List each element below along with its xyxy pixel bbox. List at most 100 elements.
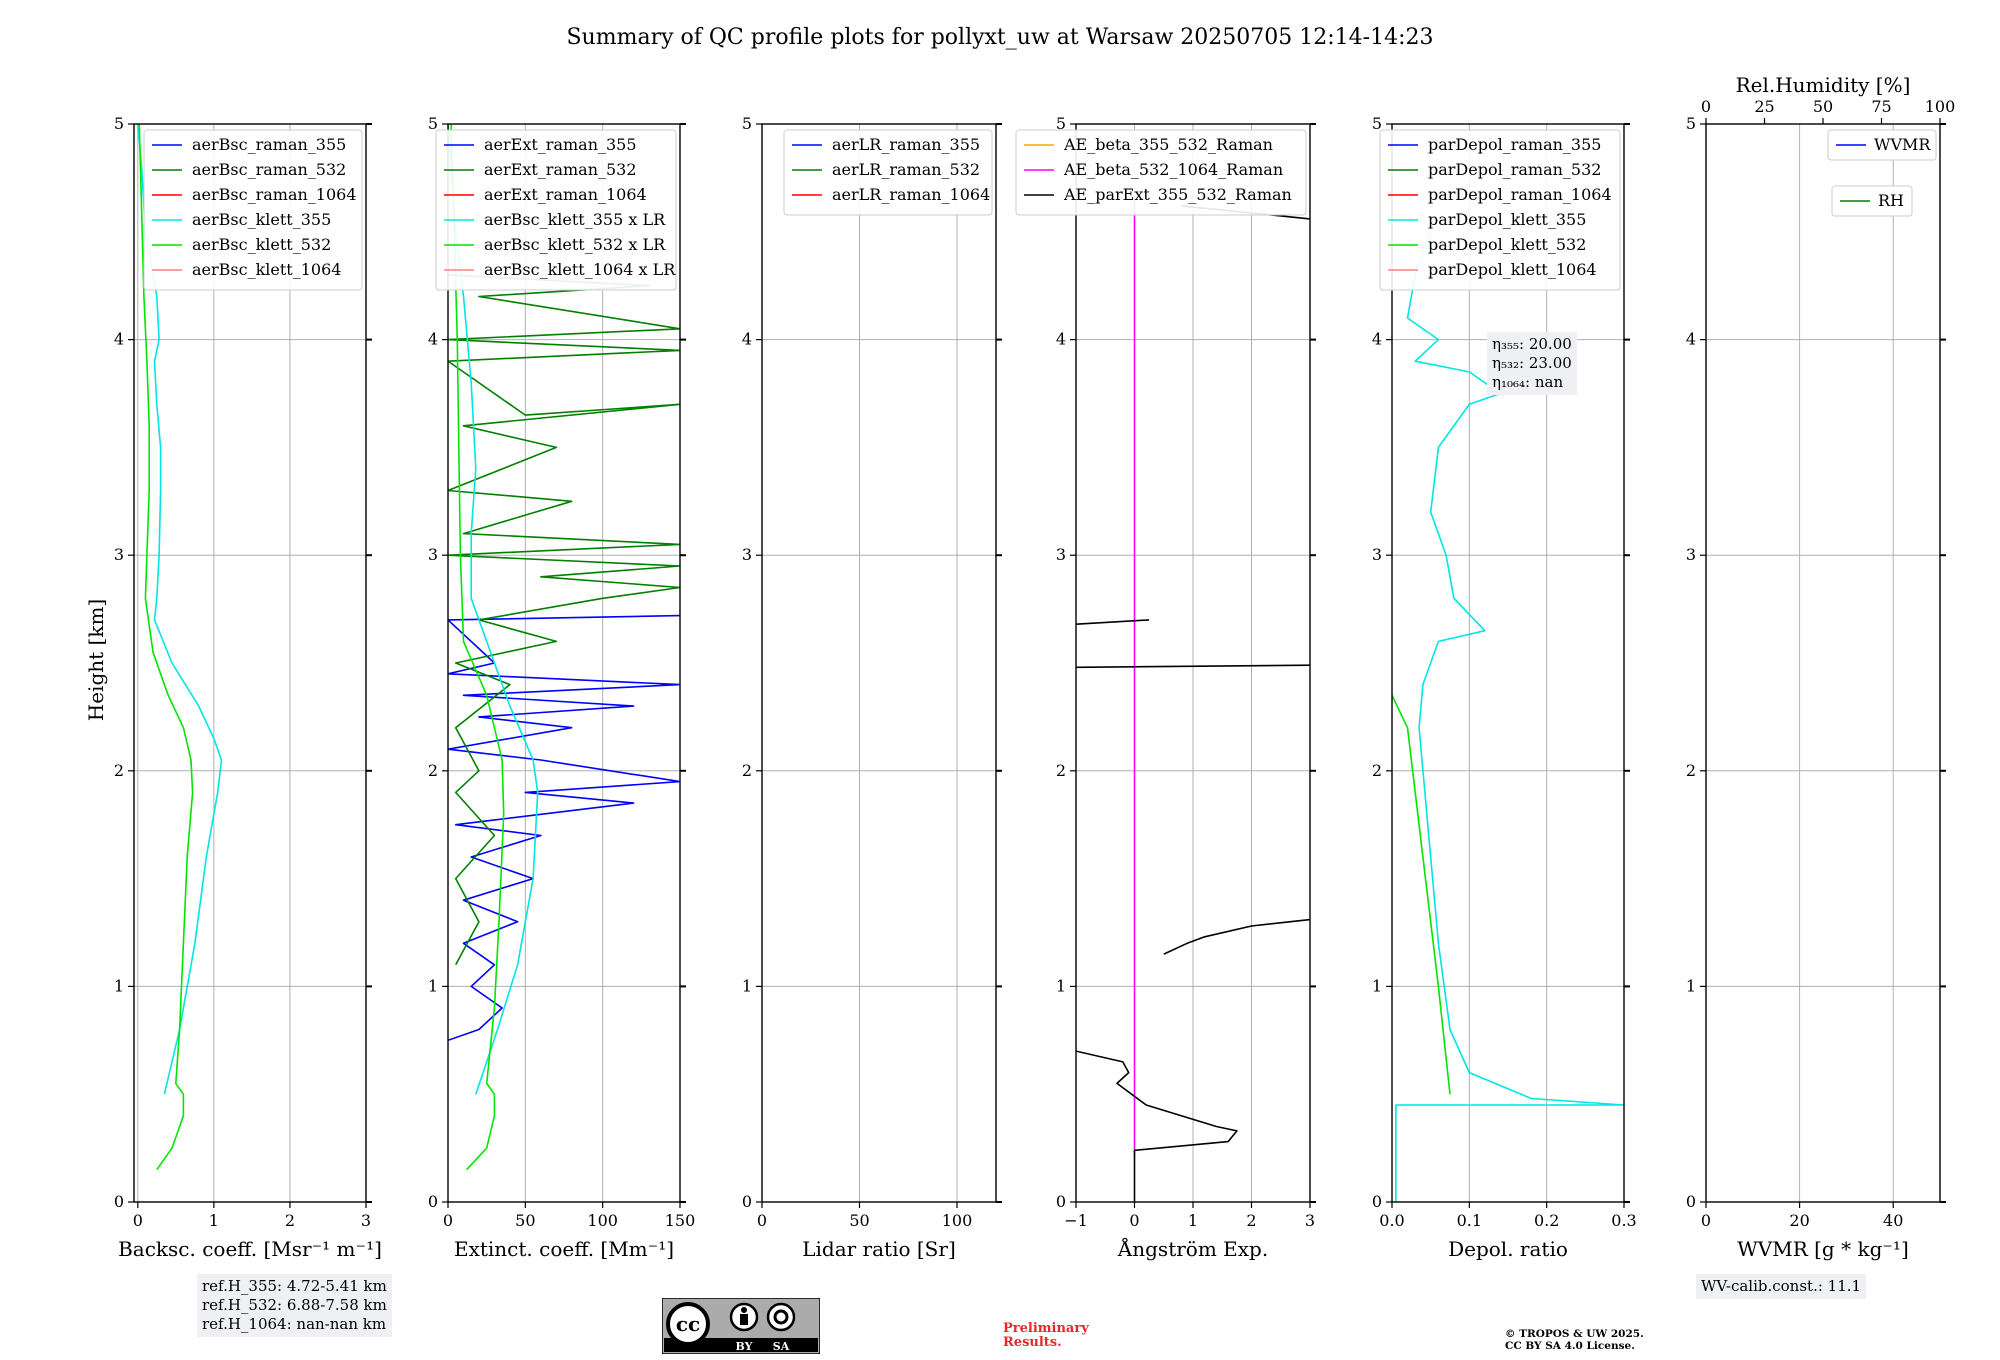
legend-label: aerBsc_raman_1064 [192, 185, 357, 204]
series-line-ae-seg-2 [1163, 918, 1310, 955]
legend-box [435, 129, 677, 291]
x-tick-label: 2 [1246, 1211, 1256, 1230]
x-tick-label: 0.2 [1534, 1211, 1559, 1230]
x-axis-label: Lidar ratio [Sr] [802, 1237, 956, 1261]
y-tick-label: 4 [114, 330, 124, 349]
y-tick-label: 0 [114, 1192, 124, 1211]
eta-1064: η₁₀₆₄: nan [1492, 373, 1564, 391]
series-line-pardepol-klett-532 [1392, 694, 1451, 1095]
legend-label: aerBsc_klett_1064 x LR [484, 260, 676, 279]
cc-by-label: BY [736, 1340, 753, 1353]
legend-label: AE_parExt_355_532_Raman [1063, 185, 1292, 204]
y-tick-label: 0 [1686, 1192, 1696, 1211]
top-x-axis-label: Rel.Humidity [%] [1736, 73, 1911, 97]
y-tick-label: 3 [742, 545, 752, 564]
x-tick-label: −1 [1064, 1211, 1088, 1230]
preliminary-note: Preliminary Results. [1003, 1322, 1089, 1350]
legend-label: aerLR_raman_1064 [832, 185, 990, 204]
y-tick-label: 4 [1372, 330, 1382, 349]
y-tick-label: 4 [742, 330, 752, 349]
y-tick-label: 2 [1056, 761, 1066, 780]
x-tick-label: 50 [515, 1211, 535, 1230]
ref-height-532: ref.H_532: 6.88-7.58 km [202, 1296, 387, 1314]
legend-label: parDepol_raman_355 [1428, 135, 1601, 154]
preliminary-line-2: Results. [1003, 1335, 1062, 1350]
plot-frame [1705, 123, 1941, 1203]
cc-by-icon [729, 1302, 759, 1332]
plot-frame [133, 123, 367, 1203]
y-tick-label: 3 [114, 545, 124, 564]
legend-label: aerExt_raman_532 [484, 160, 637, 179]
y-tick-label: 2 [114, 761, 124, 780]
y-tick-label: 1 [114, 976, 124, 995]
y-tick-label: 2 [1372, 761, 1382, 780]
eta-box: η₃₅₅: 20.00 η₅₃₂: 23.00 η₁₀₆₄: nan [1487, 332, 1577, 395]
preliminary-line-1: Preliminary [1003, 1321, 1089, 1336]
y-tick-label: 4 [1056, 330, 1066, 349]
x-tick-label: 1 [209, 1211, 219, 1230]
legend-label: AE_beta_355_532_Raman [1063, 135, 1273, 154]
y-tick-label: 3 [1056, 545, 1066, 564]
top-x-tick-label: 50 [1813, 97, 1833, 116]
legend-label: aerBsc_raman_532 [192, 160, 346, 179]
series-line-pardepol-klett-355 [1395, 231, 1624, 1202]
plot-frame [761, 123, 997, 1203]
copyright-note: © TROPOS & UW 2025. CC BY SA 4.0 License… [1505, 1328, 1644, 1352]
panel-ext: 0 50 100 150 0 1 2 3 4 5 Extinct. coeff. [Mm⁻¹] aer… [428, 114, 695, 1261]
cc-license-badge: cc BY SA [662, 1298, 820, 1354]
legend-label: aerExt_raman_1064 [484, 185, 647, 204]
ref-height-1064: ref.H_1064: nan-nan km [202, 1315, 387, 1333]
x-tick-label: 0.3 [1611, 1211, 1636, 1230]
y-tick-label: 5 [742, 114, 752, 133]
x-tick-label: 0 [133, 1211, 143, 1230]
x-axis-label: Ångström Exp. [1117, 1236, 1268, 1261]
legend-label: aerBsc_klett_1064 [192, 260, 341, 279]
legend-box [783, 129, 993, 216]
top-x-tick-label: 0 [1701, 97, 1711, 116]
y-tick-label: 4 [1686, 330, 1696, 349]
cc-sa-label: SA [773, 1340, 790, 1353]
y-tick-label: 1 [1372, 976, 1382, 995]
panel-bsc: 0 1 2 3 0 1 2 3 4 5 Backsc. coeff. [Msr⁻¹ m⁻¹] aerB… [114, 114, 382, 1261]
ref-height-355: ref.H_355: 4.72-5.41 km [202, 1277, 387, 1295]
eta-532: η₅₃₂: 23.00 [1492, 354, 1572, 372]
series-line-ae-parext-355-532-raman [1076, 1050, 1238, 1202]
y-tick-label: 3 [1686, 545, 1696, 564]
y-tick-label: 5 [1686, 114, 1696, 133]
x-axis-label: WVMR [g * kg⁻¹] [1737, 1237, 1909, 1261]
legend-label: aerBsc_klett_355 [192, 210, 331, 229]
x-tick-label: 0 [1129, 1211, 1139, 1230]
plot-frame [1075, 123, 1311, 1203]
panel-lr: 0 50 100 0 1 2 3 4 5 Lidar ratio [Sr] aerLR_raman_… [742, 114, 1002, 1261]
x-tick-label: 0 [1701, 1211, 1711, 1230]
legend-label: AE_beta_532_1064_Raman [1063, 160, 1283, 179]
series-group [1392, 231, 1624, 1202]
x-tick-label: 20 [1789, 1211, 1809, 1230]
y-tick-label: 5 [428, 114, 438, 133]
copyright-line-2: CC BY SA 4.0 License. [1505, 1340, 1635, 1352]
y-tick-label: 3 [1372, 545, 1382, 564]
x-tick-label: 100 [587, 1211, 618, 1230]
x-tick-label: 2 [285, 1211, 295, 1230]
y-tick-label: 1 [742, 976, 752, 995]
x-axis-label: Depol. ratio [1448, 1237, 1568, 1261]
x-tick-label: 0 [443, 1211, 453, 1230]
wv-calib-const: WV-calib.const.: 11.1 [1701, 1277, 1862, 1295]
series-line-aerext-raman-355 [448, 614, 680, 1042]
series-group [448, 124, 680, 1171]
y-tick-label: 5 [1372, 114, 1382, 133]
y-tick-label: 2 [742, 761, 752, 780]
top-x-tick-label: 25 [1754, 97, 1774, 116]
series-line-aerext-raman-532 [448, 274, 680, 966]
x-tick-label: 3 [1305, 1211, 1315, 1230]
legend-label: aerLR_raman_355 [832, 135, 980, 154]
y-tick-label: 1 [1056, 976, 1066, 995]
y-tick-label: 2 [428, 761, 438, 780]
top-x-tick-label: 100 [1925, 97, 1956, 116]
panel-depol: 0.0 0.1 0.2 0.3 0 1 2 3 4 5 Depol. ratio parDepol_r… [1372, 114, 1637, 1261]
y-tick-label: 0 [1056, 1192, 1066, 1211]
x-tick-label: 3 [361, 1211, 371, 1230]
plot-frame [447, 123, 681, 1203]
